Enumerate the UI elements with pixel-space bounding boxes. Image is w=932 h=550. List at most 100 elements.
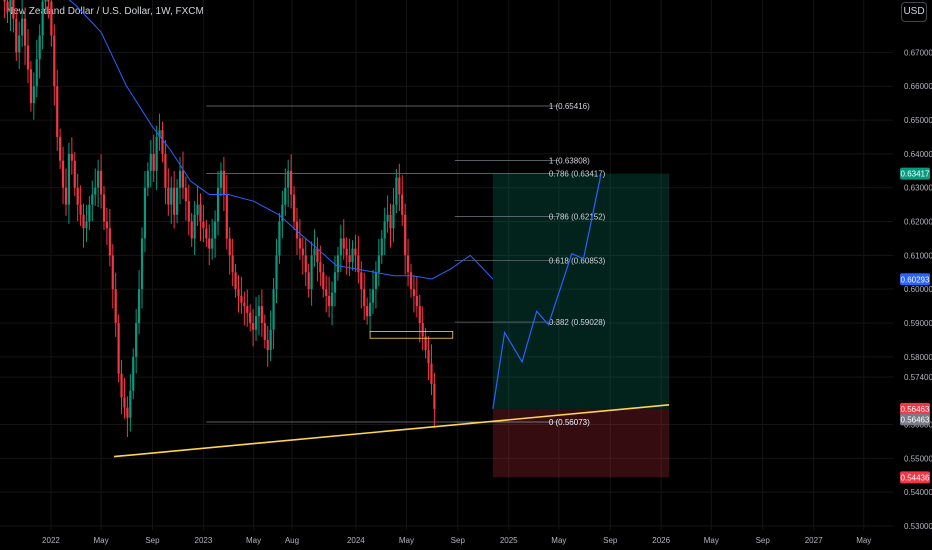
candle-body <box>424 336 427 351</box>
fib-level-label: 0.786 (0.62152) <box>549 212 606 221</box>
y-tick-label: 0.53000 <box>904 522 932 531</box>
candle-body <box>199 204 202 222</box>
candle-body <box>412 289 416 296</box>
price-tag-label: 0.56463 <box>901 405 930 414</box>
price-tag <box>900 167 930 180</box>
candle-body <box>360 272 363 290</box>
candle-body <box>392 204 395 229</box>
candle-body <box>252 323 255 330</box>
y-tick-label: 0.66000 <box>904 82 932 91</box>
x-tick-label: 2024 <box>347 536 365 545</box>
candle-body <box>383 221 386 239</box>
candle-body <box>395 177 398 205</box>
time-axis[interactable]: 2022 May Sep 2023 May Aug 2024 May Sep 2025 May Sep… <box>42 536 871 545</box>
candle-body <box>29 69 33 104</box>
candle-body <box>26 45 30 70</box>
y-tick-label: 0.67000 <box>904 48 932 57</box>
candle-body <box>336 255 340 273</box>
candle-body <box>319 262 322 273</box>
candle-body <box>23 18 27 46</box>
x-tick-label: 2023 <box>195 536 213 545</box>
candle-body <box>316 248 319 263</box>
candle-body <box>64 187 68 205</box>
candle-body <box>272 289 275 330</box>
candle-body <box>47 0 50 2</box>
y-tick-label: 0.59000 <box>904 319 932 328</box>
price-tag <box>900 273 930 286</box>
candle-body <box>129 390 132 418</box>
candle-body <box>196 204 199 215</box>
candle-body <box>228 238 231 256</box>
candle-body <box>143 187 147 239</box>
price-tag-label: 0.54436 <box>901 473 930 482</box>
candle-body <box>15 18 18 53</box>
candle-body <box>79 204 82 215</box>
y-tick-label: 0.64000 <box>904 150 932 159</box>
position-zones <box>492 173 670 478</box>
candle-body <box>149 153 152 171</box>
candle-body <box>237 289 240 296</box>
trendline <box>113 404 670 458</box>
chart-grid <box>0 0 893 530</box>
price-tag-label: 0.56463 <box>901 415 930 424</box>
x-tick-label: May <box>551 536 566 545</box>
candle-body <box>421 323 424 337</box>
x-tick-label: 2022 <box>42 536 60 545</box>
profit-zone <box>492 173 670 409</box>
candle-body <box>187 201 190 222</box>
fib-level-label: 0 (0.56073) <box>549 418 590 427</box>
x-tick-label: Sep <box>451 536 466 545</box>
x-tick-label: Sep <box>603 536 618 545</box>
y-tick-label: 0.57400 <box>904 373 932 382</box>
candle-body <box>102 194 106 222</box>
candle-body <box>82 214 85 229</box>
candle-body <box>249 312 252 324</box>
candle-body <box>140 238 144 290</box>
candle-body <box>146 170 149 188</box>
candle-body <box>155 136 158 171</box>
candle-body <box>184 187 187 202</box>
candle-body <box>123 397 126 408</box>
candle-body <box>313 248 316 256</box>
candle-body <box>202 221 205 229</box>
candle-body <box>287 170 290 188</box>
candle-body <box>254 316 258 330</box>
candle-body <box>38 35 41 60</box>
candle-body <box>266 339 269 351</box>
candle-body <box>18 35 21 53</box>
price-axis[interactable]: 0.67000 0.66000 0.65000 0.64000 0.63000 0.620… <box>900 48 932 531</box>
candle-body <box>94 187 97 195</box>
candle-body <box>243 302 246 307</box>
candle-body <box>295 221 299 239</box>
projection-path <box>492 174 602 409</box>
candle-body <box>330 292 334 307</box>
candle-body <box>67 153 71 205</box>
candle-body <box>152 153 155 171</box>
candle-body <box>354 248 357 256</box>
candle-body <box>351 248 354 263</box>
currency-button[interactable]: USD <box>901 2 927 22</box>
y-tick-label: 0.54000 <box>904 488 932 497</box>
fibonacci-levels: 1 (0.65416) 1 (0.63808) 0.786 (0.63417) 0.7… <box>206 102 606 427</box>
candle-body <box>178 170 182 188</box>
x-tick-label: May <box>399 536 414 545</box>
candle-body <box>307 272 310 290</box>
candle-body <box>345 248 348 256</box>
candle-body <box>88 204 91 222</box>
candle-body <box>105 221 109 229</box>
candle-body <box>363 289 366 307</box>
candle-body <box>292 194 296 222</box>
candle-body <box>333 272 337 293</box>
candle-body <box>181 170 185 188</box>
candle-body <box>76 187 79 205</box>
candle-body <box>3 0 6 2</box>
fib-level-label: 0.382 (0.59028) <box>549 318 606 327</box>
x-tick-label: May <box>856 536 871 545</box>
candle-body <box>380 238 383 256</box>
candle-body <box>322 272 325 290</box>
support-zone-box <box>369 331 454 339</box>
x-tick-label: May <box>94 536 109 545</box>
moving-average-line <box>68 0 494 280</box>
candle-body <box>389 214 392 229</box>
